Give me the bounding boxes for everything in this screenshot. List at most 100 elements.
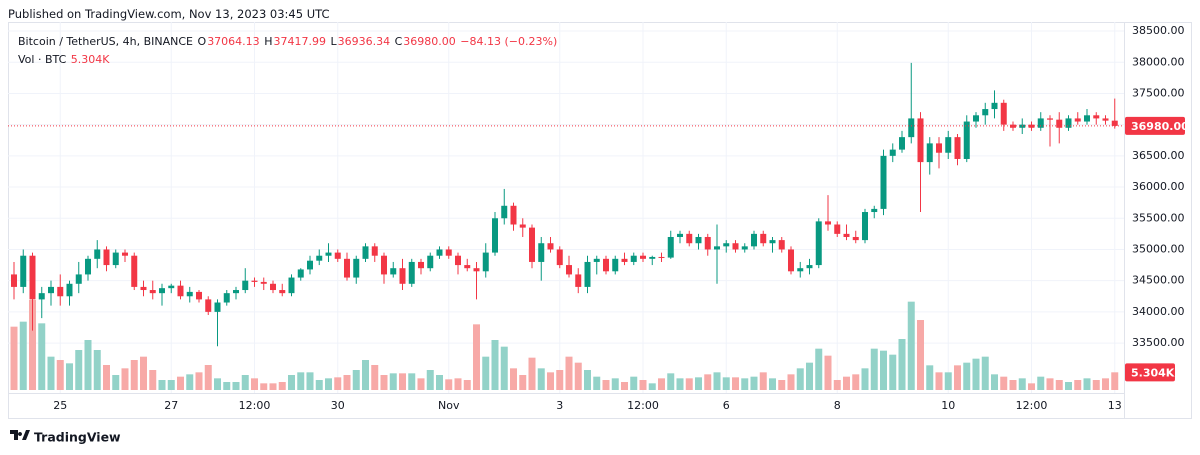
- open-key: O: [197, 35, 207, 48]
- x-tick-label: 30: [331, 399, 345, 412]
- volume-bar: [177, 376, 184, 390]
- candle-body: [686, 233, 693, 244]
- candle-body: [658, 256, 665, 258]
- volume-bar: [1055, 380, 1063, 390]
- candle-body: [991, 102, 998, 110]
- volume-bar: [269, 383, 277, 390]
- volume-bar: [84, 340, 92, 390]
- volume-bar: [121, 368, 129, 390]
- x-tick-label: 3: [556, 399, 563, 412]
- y-tick-label: 36000.00: [1132, 180, 1185, 193]
- volume-bar: [241, 375, 249, 390]
- candle-body: [603, 258, 609, 272]
- volume-bar: [556, 370, 564, 390]
- symbol: Bitcoin / TetherUS, 4h, BINANCE: [18, 35, 194, 48]
- candle-body: [270, 283, 276, 291]
- volume-bar: [917, 320, 924, 390]
- candle-body: [917, 118, 924, 163]
- candle-body: [797, 268, 804, 272]
- high-key: H: [264, 35, 273, 48]
- volume-bar: [778, 380, 786, 390]
- candle-body: [982, 109, 989, 116]
- volume-bar: [417, 378, 425, 390]
- volume-bar: [334, 377, 342, 390]
- candle-body: [584, 261, 591, 287]
- volume-bar: [389, 373, 397, 390]
- candle-body: [427, 255, 434, 269]
- low-key: L: [330, 35, 337, 48]
- volume-bar: [796, 368, 804, 390]
- candle-body: [1047, 118, 1053, 120]
- volume-bar: [93, 350, 101, 390]
- volume-bar: [824, 355, 832, 390]
- low-value: 36936.34: [337, 35, 391, 48]
- volume-bar: [630, 376, 638, 390]
- volume-bar: [510, 368, 517, 390]
- volume-bar: [815, 348, 823, 390]
- chart-frame: [8, 22, 1192, 419]
- volume-bar: [648, 383, 656, 390]
- x-tick-label: 8: [834, 399, 841, 412]
- volume-bar: [602, 380, 610, 390]
- candle-body: [325, 252, 332, 256]
- volume-bar: [482, 356, 490, 390]
- candle-body: [778, 240, 785, 250]
- volume-bar: [158, 380, 166, 390]
- volume-bar: [519, 375, 527, 390]
- x-tick-label: 12:00: [627, 399, 659, 412]
- volume-bar: [861, 368, 869, 390]
- candle-body: [11, 274, 17, 287]
- volume-title: Vol · BTC: [18, 53, 67, 66]
- candle-body: [353, 258, 360, 278]
- logo-icon: [10, 430, 30, 440]
- candle-body: [945, 137, 952, 153]
- candle-body: [242, 280, 249, 291]
- candle-body: [806, 265, 813, 269]
- candle-body: [695, 236, 702, 244]
- change-value: −84.13 (−0.23%): [460, 35, 558, 48]
- y-tick-label: 35000.00: [1132, 242, 1185, 255]
- volume-bar: [1102, 378, 1109, 390]
- candle-body: [973, 115, 979, 122]
- candle-body: [1093, 115, 1100, 119]
- volume-bar: [713, 372, 721, 390]
- volume-bar: [352, 370, 360, 390]
- candle-body: [815, 221, 822, 266]
- volume-value: 5.304K: [70, 53, 110, 66]
- close-key: C: [394, 35, 403, 48]
- open-value: 37064.13: [207, 35, 260, 48]
- candle-body: [612, 258, 619, 272]
- logo-text: TradingView: [34, 430, 121, 445]
- candle-body: [122, 252, 128, 256]
- candle-body: [1111, 120, 1118, 126]
- volume-bar: [149, 370, 157, 390]
- volume-bar: [260, 383, 268, 390]
- volume-bar: [963, 362, 971, 390]
- volume-bar: [399, 373, 406, 390]
- volume-bar: [528, 357, 536, 390]
- candle-body: [140, 286, 147, 291]
- close-value: 36980.00: [403, 35, 456, 48]
- volume-bar: [56, 360, 64, 390]
- candle-body: [344, 258, 350, 278]
- last-price-box: [1125, 116, 1185, 135]
- candle-body: [723, 243, 730, 247]
- candle-body: [649, 256, 656, 259]
- volume-bar: [75, 350, 83, 390]
- volume-bar: [1000, 376, 1008, 390]
- candle-body: [66, 283, 73, 297]
- candle-body: [1056, 119, 1063, 128]
- volume-bar: [112, 375, 120, 390]
- volume-bar: [944, 372, 952, 390]
- volume-bar: [732, 377, 739, 390]
- volume-bar: [537, 368, 545, 390]
- candle-body: [954, 137, 961, 159]
- volume-bar: [1065, 382, 1072, 390]
- volume-bar: [306, 372, 314, 390]
- candle-body: [362, 246, 369, 259]
- candle-body: [556, 249, 563, 266]
- volume-bar: [47, 356, 55, 390]
- volume-bar: [547, 372, 554, 390]
- volume-bar: [843, 376, 850, 390]
- volume-bar: [1009, 380, 1017, 390]
